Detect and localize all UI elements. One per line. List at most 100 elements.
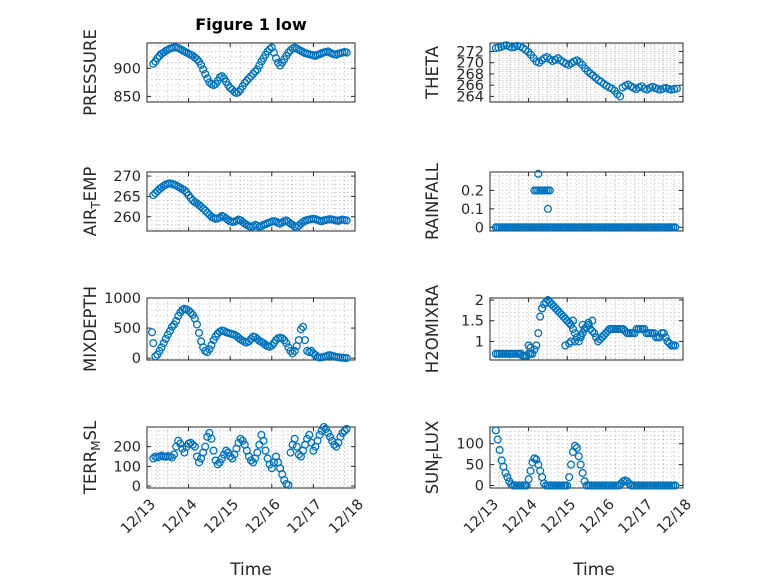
data-point bbox=[259, 436, 268, 445]
data-point bbox=[149, 191, 158, 200]
data-point bbox=[298, 322, 308, 331]
y-axis-label-tail: SL bbox=[81, 420, 100, 440]
data-point bbox=[267, 341, 276, 350]
data-point bbox=[151, 352, 160, 361]
data-point bbox=[197, 202, 206, 211]
y-axis-label: TERRMSL bbox=[81, 420, 103, 495]
y-tick-label: 0 bbox=[132, 351, 141, 367]
y-tick-label: 100 bbox=[113, 459, 141, 475]
data-point bbox=[290, 434, 299, 443]
data-point bbox=[186, 193, 195, 203]
data-point bbox=[296, 325, 305, 334]
data-point bbox=[234, 87, 243, 96]
data-point bbox=[284, 480, 293, 490]
x-tick-label: 12/18 bbox=[654, 496, 695, 537]
y-tick-label: 265 bbox=[113, 189, 141, 205]
data-point bbox=[228, 454, 237, 463]
y-tick-label: 0.1 bbox=[461, 202, 484, 218]
data-point bbox=[253, 448, 262, 457]
y-axis-label-main: PRESSURE bbox=[81, 29, 100, 116]
data-series bbox=[491, 169, 680, 232]
x-tick-label: 12/16 bbox=[577, 496, 618, 537]
data-point bbox=[507, 480, 516, 489]
data-point bbox=[176, 439, 185, 448]
data-point bbox=[238, 436, 247, 445]
data-point bbox=[325, 432, 335, 441]
data-point bbox=[246, 456, 256, 465]
data-point bbox=[261, 446, 270, 455]
data-point bbox=[301, 336, 310, 345]
data-point bbox=[147, 328, 157, 337]
x-tick-label: 12/15 bbox=[538, 496, 579, 537]
data-point bbox=[203, 208, 212, 217]
data-point bbox=[167, 322, 177, 331]
y-axis-label: PRESSURE bbox=[81, 29, 100, 116]
data-point bbox=[501, 468, 510, 478]
y-tick-label: 270 bbox=[113, 169, 141, 185]
data-point bbox=[172, 316, 181, 325]
data-point bbox=[213, 460, 222, 469]
y-tick-label: 0 bbox=[475, 478, 484, 494]
data-point bbox=[180, 186, 189, 195]
data-point bbox=[315, 430, 324, 439]
x-tick-label: 12/18 bbox=[326, 496, 367, 537]
y-axis-label-main: TERR bbox=[81, 451, 100, 495]
y-axis-label-subscript: F bbox=[431, 452, 445, 459]
data-point bbox=[565, 473, 574, 482]
data-point bbox=[536, 312, 545, 321]
y-axis-label-tail: EMP bbox=[81, 167, 100, 202]
data-point bbox=[153, 54, 162, 63]
data-point bbox=[495, 445, 504, 455]
data-point bbox=[342, 353, 351, 363]
data-series bbox=[149, 422, 351, 490]
data-point bbox=[251, 67, 260, 76]
y-axis-label: MIXDEPTH bbox=[81, 286, 100, 372]
data-point bbox=[194, 458, 204, 467]
data-point bbox=[592, 333, 601, 342]
y-tick-label: 1 bbox=[475, 334, 484, 350]
data-point bbox=[194, 328, 204, 337]
data-point bbox=[207, 434, 216, 443]
data-point bbox=[659, 329, 668, 338]
data-point bbox=[491, 426, 500, 435]
data-point bbox=[249, 69, 258, 78]
x-tick-label: 12/13 bbox=[118, 496, 159, 537]
data-point bbox=[336, 432, 345, 441]
data-point bbox=[503, 473, 512, 482]
data-point bbox=[530, 345, 539, 354]
y-axis-label: RAINFALL bbox=[423, 162, 442, 240]
data-point bbox=[205, 345, 214, 354]
data-point bbox=[217, 72, 226, 81]
data-point bbox=[534, 169, 543, 178]
data-point bbox=[561, 341, 570, 350]
subplot-4: 0 0.1 0.2 RAINFALL bbox=[423, 162, 684, 240]
data-point bbox=[192, 55, 201, 64]
y-tick-label: 270 bbox=[456, 56, 484, 72]
data-point bbox=[309, 446, 318, 455]
data-point bbox=[524, 475, 533, 484]
data-point bbox=[568, 316, 578, 325]
data-point bbox=[565, 318, 574, 327]
data-point bbox=[572, 443, 581, 452]
y-tick-label: 266 bbox=[456, 78, 484, 94]
data-point bbox=[184, 306, 193, 315]
data-point bbox=[292, 442, 301, 451]
data-point bbox=[330, 440, 339, 449]
data-point bbox=[545, 186, 554, 195]
data-point bbox=[157, 343, 166, 352]
subplot-1: 850 900 PRESSURE bbox=[81, 29, 356, 116]
data-point bbox=[672, 84, 681, 93]
figure-title: Figure 1 low bbox=[195, 15, 307, 34]
data-point bbox=[203, 432, 212, 441]
data-point bbox=[267, 43, 276, 52]
data-point bbox=[215, 458, 224, 467]
data-point bbox=[590, 329, 599, 338]
data-point bbox=[570, 337, 579, 346]
data-point bbox=[563, 481, 572, 490]
data-point bbox=[526, 466, 535, 475]
data-point bbox=[207, 340, 216, 350]
data-point bbox=[201, 69, 210, 78]
data-point bbox=[532, 455, 541, 464]
data-point bbox=[576, 460, 585, 469]
